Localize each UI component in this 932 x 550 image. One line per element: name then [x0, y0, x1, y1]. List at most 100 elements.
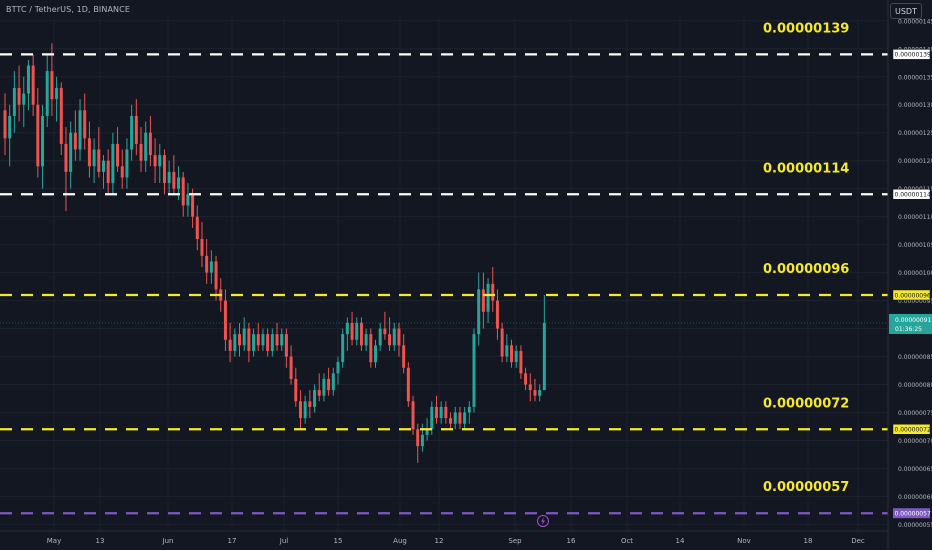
candle-body: [280, 334, 284, 346]
candle-body: [416, 429, 420, 447]
candle-body: [524, 373, 528, 385]
candle-body: [514, 350, 518, 363]
time-tick-label: 13: [96, 537, 105, 545]
candle-body: [458, 412, 462, 424]
candle-body: [439, 406, 443, 419]
time-tick-label: 12: [435, 537, 444, 545]
level-text-label: 0.00000072: [763, 396, 849, 411]
candle-body: [144, 132, 148, 161]
candle-body: [284, 334, 288, 357]
price-axis[interactable]: 0.000001450.000001400.000001350.00000130…: [887, 0, 932, 550]
candle-body: [252, 334, 256, 351]
candle-body: [533, 390, 537, 396]
candle-body: [510, 345, 514, 363]
time-tick-label: Jul: [279, 537, 289, 545]
price-tick-label: 0.00000085: [898, 354, 932, 361]
candle-body: [73, 132, 77, 150]
time-tick-label: Nov: [737, 537, 751, 545]
candle-body: [444, 406, 448, 419]
level-price-tag: [892, 189, 931, 200]
candle-body: [87, 138, 91, 167]
level-price-tag-label: 0.00000072: [895, 427, 931, 434]
price-tick-label: 0.00000105: [898, 242, 932, 249]
candle-body: [50, 71, 54, 100]
level-price-tag-label: 0.00000057: [895, 511, 931, 518]
candle-body: [26, 65, 30, 94]
candle-body: [359, 322, 363, 346]
candle-body: [200, 239, 204, 256]
currency-button[interactable]: USDT: [890, 3, 922, 19]
candles: [3, 43, 546, 463]
candle-body: [449, 418, 453, 424]
candle-body: [125, 149, 129, 178]
price-tick-label: 0.00000125: [898, 130, 932, 137]
candle-body: [111, 143, 115, 184]
time-tick-label: Sep: [508, 537, 522, 545]
time-tick-label: 16: [567, 537, 576, 545]
candle-body: [425, 429, 429, 435]
candle-body: [374, 345, 378, 363]
price-tick-label: 0.00000100: [898, 270, 932, 277]
candle-body: [22, 93, 26, 105]
candle-body: [350, 322, 354, 340]
time-tick-label: May: [47, 537, 61, 545]
price-tick-label: 0.00000130: [898, 102, 932, 109]
candle-body: [397, 328, 401, 346]
candle-body: [256, 334, 260, 346]
candle-body: [17, 87, 21, 105]
level-price-tag: [892, 424, 931, 435]
level-price-tag: [893, 508, 930, 519]
level-lines: [0, 53, 888, 515]
candle-body: [402, 345, 406, 368]
time-tick-label: 18: [804, 537, 813, 545]
candle-body: [317, 390, 321, 396]
price-tick-label: 0.00000070: [898, 438, 932, 445]
candle-body: [36, 104, 40, 167]
price-tick-label: 0.00000110: [898, 214, 932, 221]
current-price-tag: [889, 313, 932, 334]
candle-body: [148, 132, 152, 156]
candle-body: [383, 328, 387, 335]
current-price-label: 0.00000091: [895, 317, 931, 324]
candle-body: [172, 171, 176, 189]
grid-lines: [0, 18, 888, 530]
candle-body: [69, 132, 73, 172]
lightning-icon: [541, 517, 545, 525]
candle-body: [45, 71, 49, 116]
candle-body: [519, 350, 523, 374]
price-tick-label: 0.00000065: [898, 466, 932, 473]
time-axis[interactable]: May 13 Jun 17 Jul 15 Aug 12 Sep 16 Oct 14 Nov 18 Dec: [0, 530, 888, 545]
candle-body: [392, 328, 396, 346]
candle-body: [411, 401, 415, 430]
candle-body: [364, 334, 368, 346]
candle-body: [378, 328, 382, 346]
candle-body: [313, 390, 317, 407]
price-tick-label: 0.00000060: [898, 494, 932, 501]
candle-body: [298, 401, 302, 419]
candle-body: [369, 334, 373, 363]
level-text-label: 0.00000057: [763, 480, 849, 495]
candle-body: [238, 334, 241, 346]
candle-body: [327, 378, 331, 391]
candle-body: [92, 149, 96, 167]
candle-body: [3, 110, 7, 139]
candle-body: [538, 390, 542, 396]
candle-body: [430, 406, 434, 430]
candle-body: [116, 143, 120, 167]
candle-body: [434, 406, 438, 419]
time-tick-label: 17: [228, 537, 237, 545]
candle-body: [209, 261, 213, 273]
candle-body: [388, 334, 392, 346]
time-tick-label: 15: [334, 537, 343, 545]
level-price-tag-label: 0.00000139: [895, 52, 931, 59]
price-tick-label: 0.00000120: [898, 158, 932, 165]
price-tick-label: 0.00000145: [898, 18, 932, 25]
level-price-tag: [892, 289, 931, 301]
countdown-label: 01:36:25: [895, 326, 922, 333]
candle-body: [228, 339, 232, 351]
price-tick-label: 0.00000135: [898, 74, 932, 81]
candle-body: [181, 177, 185, 206]
candle-body: [500, 328, 504, 357]
